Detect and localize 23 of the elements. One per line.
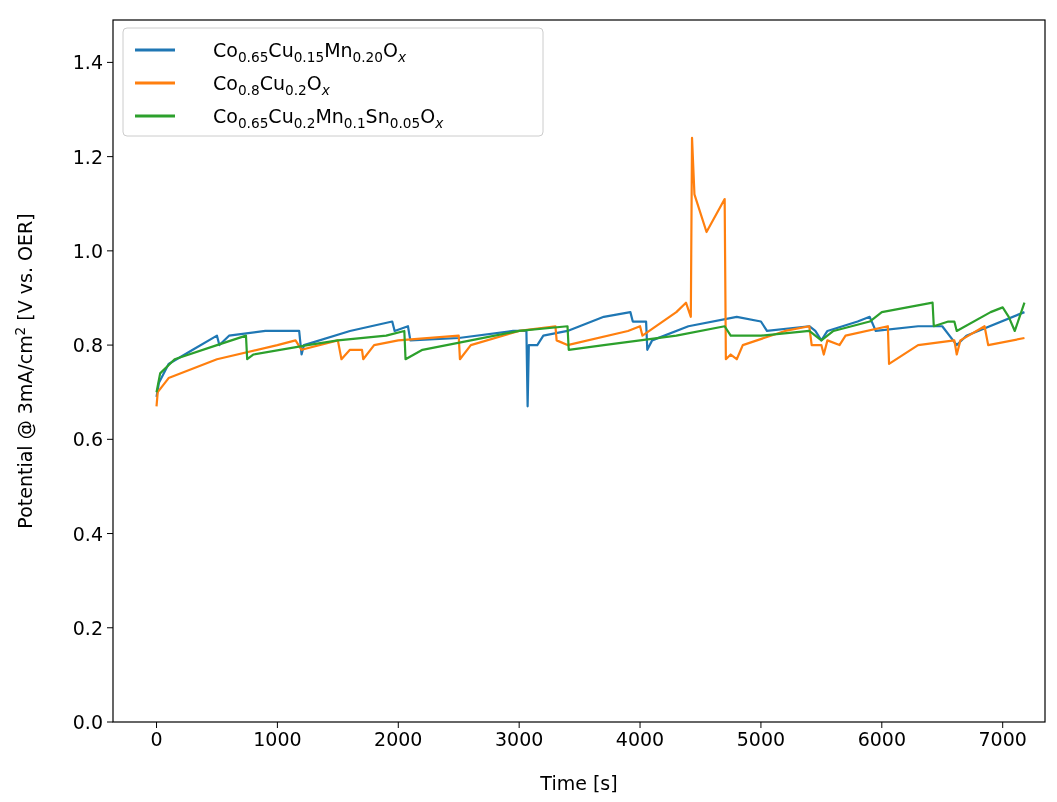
- line-series: [155, 311, 1026, 408]
- x-tick-label: 5000: [736, 728, 786, 750]
- y-tick-label: 0.4: [72, 522, 103, 545]
- y-tick-label: 0.0: [72, 711, 103, 733]
- line-series: [155, 301, 1026, 394]
- x-tick-label: 7000: [978, 728, 1027, 750]
- y-tick-label: 0.2: [72, 616, 103, 639]
- y-tick-label: 1.0: [72, 239, 103, 262]
- x-tick-label: 1000: [253, 728, 302, 750]
- x-tick-label: 4000: [615, 728, 665, 750]
- x-tick-label: 0: [150, 728, 163, 750]
- legend-label: Co$_{0.65}$Cu$_{0.15}$Mn$_{0.20}$O$_{x}$: [213, 39, 407, 65]
- line-series: [155, 136, 1026, 408]
- x-tick-label: 3000: [494, 728, 544, 750]
- x-axis-title: Time [s]: [539, 772, 618, 794]
- y-tick-label: 1.4: [72, 51, 103, 74]
- y-tick-label: 1.2: [72, 145, 103, 168]
- y-tick-label: 0.6: [72, 428, 103, 451]
- x-tick-label: 2000: [374, 728, 423, 750]
- y-tick-label: 0.8: [72, 334, 103, 357]
- text: Co$_{0.65}$Cu$_{0.2}$Mn$_{0.1}$Sn$_{0.05}$O$_{x}$: [213, 105, 444, 131]
- x-tick-label: 6000: [857, 728, 906, 750]
- legend-label: Co$_{0.8}$Cu$_{0.2}$O$_{x}$: [213, 72, 331, 98]
